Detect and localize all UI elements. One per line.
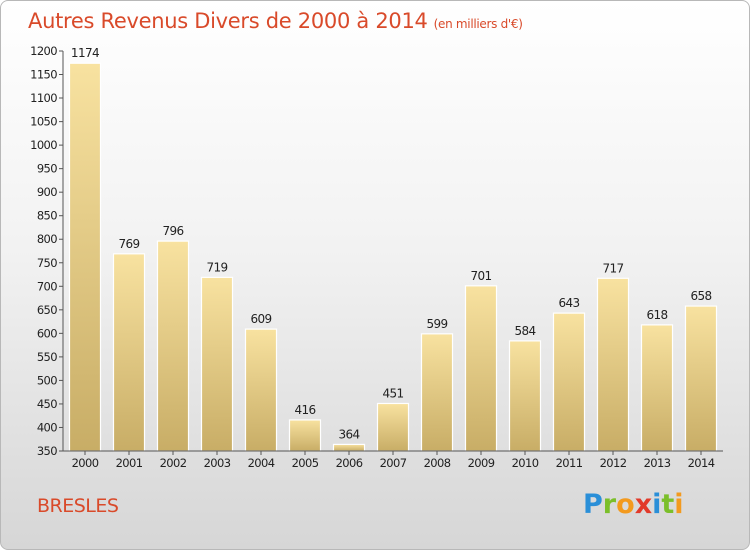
proxiti-logo: Proxiti [583, 489, 684, 520]
bar [288, 419, 322, 452]
bar-value-label: 609 [250, 312, 271, 326]
y-tick-label: 900 [37, 185, 57, 199]
bar-group: 1174 [68, 46, 102, 452]
x-tick-label: 2011 [556, 456, 583, 470]
bar [68, 62, 102, 452]
x-tick-label: 2000 [72, 456, 99, 470]
y-tick-label: 650 [37, 303, 57, 317]
logo-letter: P [583, 489, 603, 520]
bar-value-label: 719 [206, 260, 227, 274]
x-axis: 2000 2001 2002 2003 2004 2005 2006 2007 2008 2009… [63, 450, 723, 470]
bar [332, 443, 366, 452]
y-tick-label: 800 [37, 232, 57, 246]
y-tick-label: 850 [37, 209, 57, 223]
bar-group: 769 [112, 237, 146, 452]
x-tick-label: 2013 [644, 456, 671, 470]
chart-title: Autres Revenus Divers de 2000 à 2014 (en … [28, 9, 523, 33]
bar-group: 643 [552, 296, 586, 452]
bar [156, 240, 190, 452]
bar-value-label: 1174 [71, 46, 99, 60]
x-tick-label: 2009 [468, 456, 495, 470]
bar-group: 599 [420, 317, 454, 452]
y-tick-label: 1100 [30, 91, 57, 105]
y-tick-label: 600 [37, 326, 57, 340]
logo-letter: i [652, 489, 662, 520]
bar [200, 276, 234, 452]
bar-value-label: 584 [514, 324, 535, 338]
bar [596, 277, 630, 452]
y-tick-label: 1050 [30, 115, 57, 129]
bar-group: 717 [596, 261, 630, 452]
y-tick-label: 700 [37, 279, 57, 293]
x-tick-label: 2012 [600, 456, 627, 470]
x-tick-label: 2008 [424, 456, 451, 470]
y-tick-label: 550 [37, 350, 57, 364]
x-tick-label: 2006 [336, 456, 363, 470]
bar [640, 324, 674, 452]
x-tick-label: 2002 [160, 456, 187, 470]
chart-title-main: Autres Revenus Divers de 2000 à 2014 [28, 9, 428, 33]
x-tick-label: 2014 [688, 456, 715, 470]
bar [552, 312, 586, 452]
y-tick-label: 1000 [30, 138, 57, 152]
bar-value-label: 796 [162, 224, 183, 238]
y-axis: 350 400 450 500 550 600 650 700 750 800 850 900 950 1… [30, 44, 64, 458]
x-tick-label: 2001 [116, 456, 143, 470]
city-name: BRESLES [37, 495, 119, 517]
bar-group: 618 [640, 308, 674, 452]
bar-value-label: 717 [602, 261, 623, 275]
bar [112, 253, 146, 452]
bar-value-label: 364 [338, 427, 359, 441]
bar-group: 719 [200, 260, 234, 452]
bar-group: 416 [288, 403, 322, 452]
bar [464, 285, 498, 452]
bar-value-label: 599 [426, 317, 447, 331]
y-tick-label: 450 [37, 397, 57, 411]
logo-letter: t [661, 489, 675, 520]
x-tick-label: 2007 [380, 456, 407, 470]
y-tick-label: 1150 [30, 68, 57, 82]
y-tick-label: 1200 [30, 44, 57, 58]
bar-value-label: 618 [646, 308, 667, 322]
y-tick-label: 750 [37, 256, 57, 270]
bar-group: 584 [508, 324, 542, 452]
x-tick-label: 2004 [248, 456, 275, 470]
logo-letter: o [616, 489, 635, 520]
logo-letter: i [674, 489, 684, 520]
y-tick-label: 400 [37, 420, 57, 434]
bar [244, 328, 278, 452]
bar-value-label: 643 [558, 296, 579, 310]
bar-group: 451 [376, 386, 410, 452]
bar [684, 305, 718, 452]
bar-group: 609 [244, 312, 278, 452]
y-tick-label: 950 [37, 162, 57, 176]
x-tick-label: 2005 [292, 456, 319, 470]
bar-series: 1174 769 796 719 609 416 364 451 599 701 584 643 717… [68, 46, 718, 452]
bar [376, 402, 410, 452]
x-tick-label: 2003 [204, 456, 231, 470]
bar-group: 796 [156, 224, 190, 452]
chart-subtitle: (en milliers d'€) [433, 17, 523, 31]
bar [420, 333, 454, 452]
bar-value-label: 769 [118, 237, 139, 251]
y-tick-label: 500 [37, 373, 57, 387]
bar-value-label: 416 [294, 403, 315, 417]
bar-value-label: 658 [690, 289, 711, 303]
bar-value-label: 701 [470, 269, 491, 283]
y-tick-label: 350 [37, 444, 57, 458]
bar-value-label: 451 [382, 386, 403, 400]
bar-group: 364 [332, 427, 366, 452]
x-tick-label: 2010 [512, 456, 539, 470]
bar [508, 340, 542, 452]
bar-group: 658 [684, 289, 718, 452]
logo-letter: x [634, 489, 653, 520]
logo-letter: r [602, 489, 617, 520]
bar-group: 701 [464, 269, 498, 452]
